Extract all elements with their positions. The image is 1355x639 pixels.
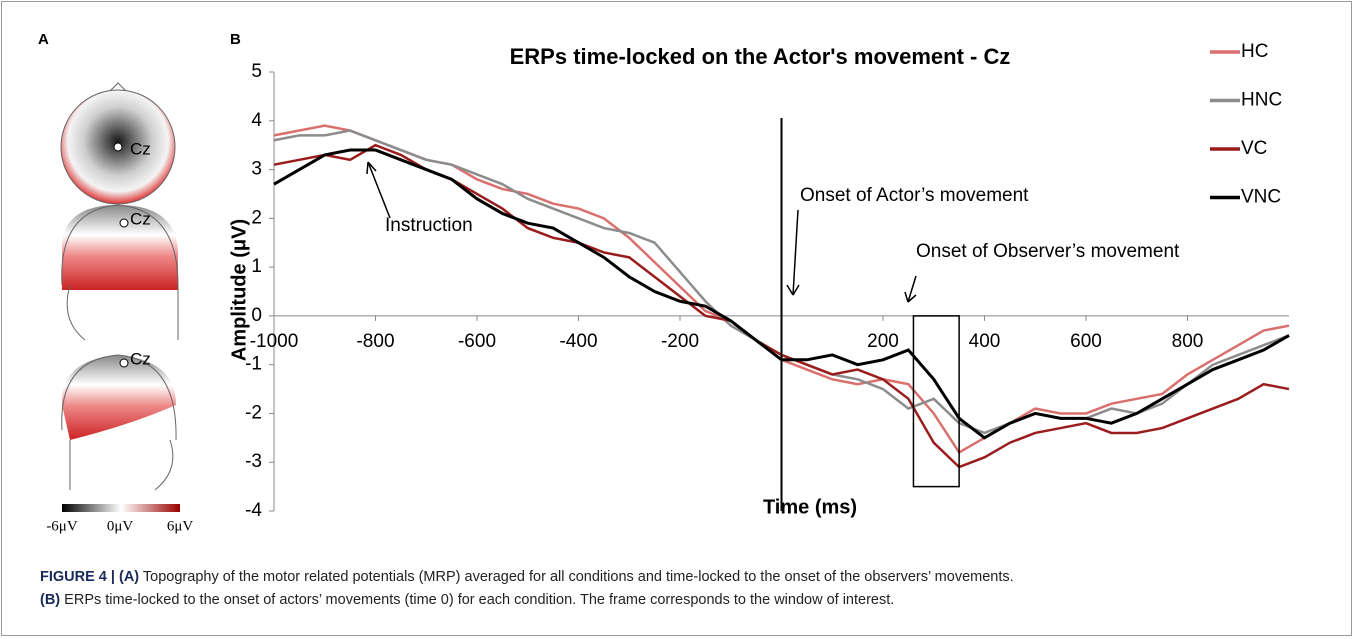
colorbar-label: -6μV xyxy=(46,518,78,534)
caption-label: (B) xyxy=(40,592,60,608)
colorbar-label: 0μV xyxy=(107,518,134,534)
y-tick-label: 0 xyxy=(251,305,262,326)
electrode-label: Cz xyxy=(130,209,151,228)
caption-text: Topography of the motor related potentia… xyxy=(143,569,1014,585)
x-tick-label: -800 xyxy=(356,331,394,352)
caption-label: FIGURE 4 | xyxy=(40,569,115,585)
legend-label: HC xyxy=(1241,41,1268,62)
x-tick-label: 600 xyxy=(1070,331,1102,352)
y-tick-label: -4 xyxy=(245,500,262,521)
y-tick-label: 1 xyxy=(251,256,262,277)
x-tick-label: 800 xyxy=(1172,331,1204,352)
caption-text: ERPs time-locked to the onset of actors’… xyxy=(64,592,894,608)
electrode-label: Cz xyxy=(130,349,151,368)
legend-label: VC xyxy=(1241,138,1267,159)
annotation: Instruction xyxy=(385,215,473,236)
caption: FIGURE 4 | (A) Topography of the motor r… xyxy=(40,566,1330,612)
colorbar-label: 6μV xyxy=(167,518,194,534)
caption-label: (A) xyxy=(119,569,139,585)
x-tick-label: 400 xyxy=(969,331,1001,352)
y-tick-label: 5 xyxy=(251,61,262,82)
legend-label: HNC xyxy=(1241,90,1282,111)
y-tick-label: 2 xyxy=(251,207,262,228)
y-tick-label: -3 xyxy=(245,451,262,472)
legend-label: VNC xyxy=(1241,187,1281,208)
x-tick-label: -400 xyxy=(559,331,597,352)
y-tick-label: 4 xyxy=(251,110,262,131)
colorbar xyxy=(62,504,180,512)
x-tick-label: -200 xyxy=(661,331,699,352)
y-tick-label: 3 xyxy=(251,159,262,180)
chart-title: ERPs time-locked on the Actor's movement… xyxy=(510,44,1011,69)
topography xyxy=(61,83,178,490)
panel-label: A xyxy=(38,31,49,48)
x-axis-title: Time (ms) xyxy=(763,496,857,518)
annotation: Onset of Actor’s movement xyxy=(800,185,1029,206)
y-axis-title: Amplitude (μV) xyxy=(228,219,250,361)
x-tick-label: 200 xyxy=(867,331,899,352)
y-tick-label: -2 xyxy=(245,402,262,423)
figure: A B Cz Cz Cz -6μV 0μV 6μV ERPs time-lock… xyxy=(0,0,1355,560)
y-tick-label: -1 xyxy=(245,354,262,375)
x-tick-label: -1000 xyxy=(250,331,299,352)
x-tick-label: -600 xyxy=(458,331,496,352)
annotation: Onset of Observer’s movement xyxy=(916,241,1180,262)
electrode-label: Cz xyxy=(130,139,151,158)
panel-label: B xyxy=(230,31,241,48)
